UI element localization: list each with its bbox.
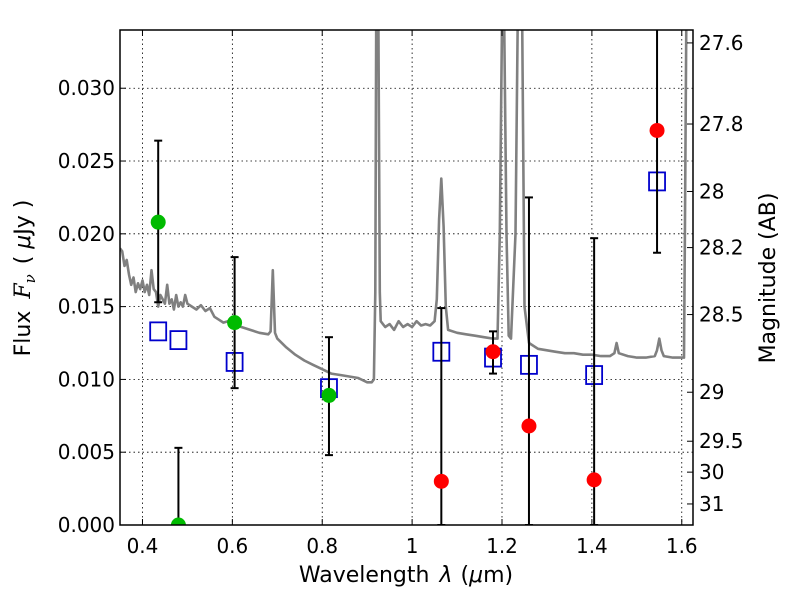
data-point xyxy=(433,473,449,489)
y-tick-label: 0.030 xyxy=(58,76,115,100)
y-axis-label: FluxFν( μJy ) xyxy=(11,200,39,357)
y2-tick-label: 29 xyxy=(699,380,724,404)
data-point xyxy=(485,344,501,360)
y2-tick-label: 27.6 xyxy=(699,31,744,55)
y2-tick-label: 27.8 xyxy=(699,112,744,136)
y2-tick-label: 29.5 xyxy=(699,429,744,453)
x-tick-label: 1.6 xyxy=(666,534,698,558)
y2-tick-label: 28 xyxy=(699,179,724,203)
series-line-model-spectrum xyxy=(120,30,688,384)
axis-ticks: 0.4 0.6 0.8 1 1.2 1.4 1.6 0.000 0.005 0.010 0.015 0… xyxy=(58,30,744,558)
y-tick-label: 0.005 xyxy=(58,440,115,464)
x-tick-label: 0.8 xyxy=(306,534,338,558)
y-tick-label: 0.025 xyxy=(58,149,115,173)
plot-area xyxy=(120,30,688,525)
square-point xyxy=(149,321,168,342)
x-tick-label: 0.6 xyxy=(216,534,248,558)
x-axis-label: Wavelength λ (μm) xyxy=(299,563,513,588)
data-point xyxy=(321,387,337,403)
y2-axis-label: Magnitude (AB) xyxy=(756,193,781,364)
x-tick-label: 1 xyxy=(406,534,419,558)
x-tick-label: 0.4 xyxy=(127,534,159,558)
x-tick-label: 1.4 xyxy=(576,534,608,558)
data-point xyxy=(649,122,665,138)
plot-frame xyxy=(119,29,694,526)
y-tick-label: 0.020 xyxy=(58,222,115,246)
data-point xyxy=(521,418,537,434)
y-tick-label: 0.015 xyxy=(58,295,115,319)
y-tick-label: 0.000 xyxy=(58,513,115,537)
x-tick-label: 1.2 xyxy=(486,534,518,558)
y2-tick-label: 28.2 xyxy=(699,236,744,260)
y2-tick-label: 30 xyxy=(699,460,724,484)
data-point xyxy=(170,517,186,525)
grid xyxy=(120,30,693,526)
data-point xyxy=(586,472,602,488)
data-point xyxy=(150,214,166,230)
data-point xyxy=(227,315,243,331)
y2-tick-label: 31 xyxy=(699,492,724,516)
square-point xyxy=(169,330,188,351)
y2-tick-label: 28.5 xyxy=(699,303,744,327)
y-tick-label: 0.010 xyxy=(58,367,115,391)
series-observed xyxy=(150,122,665,525)
